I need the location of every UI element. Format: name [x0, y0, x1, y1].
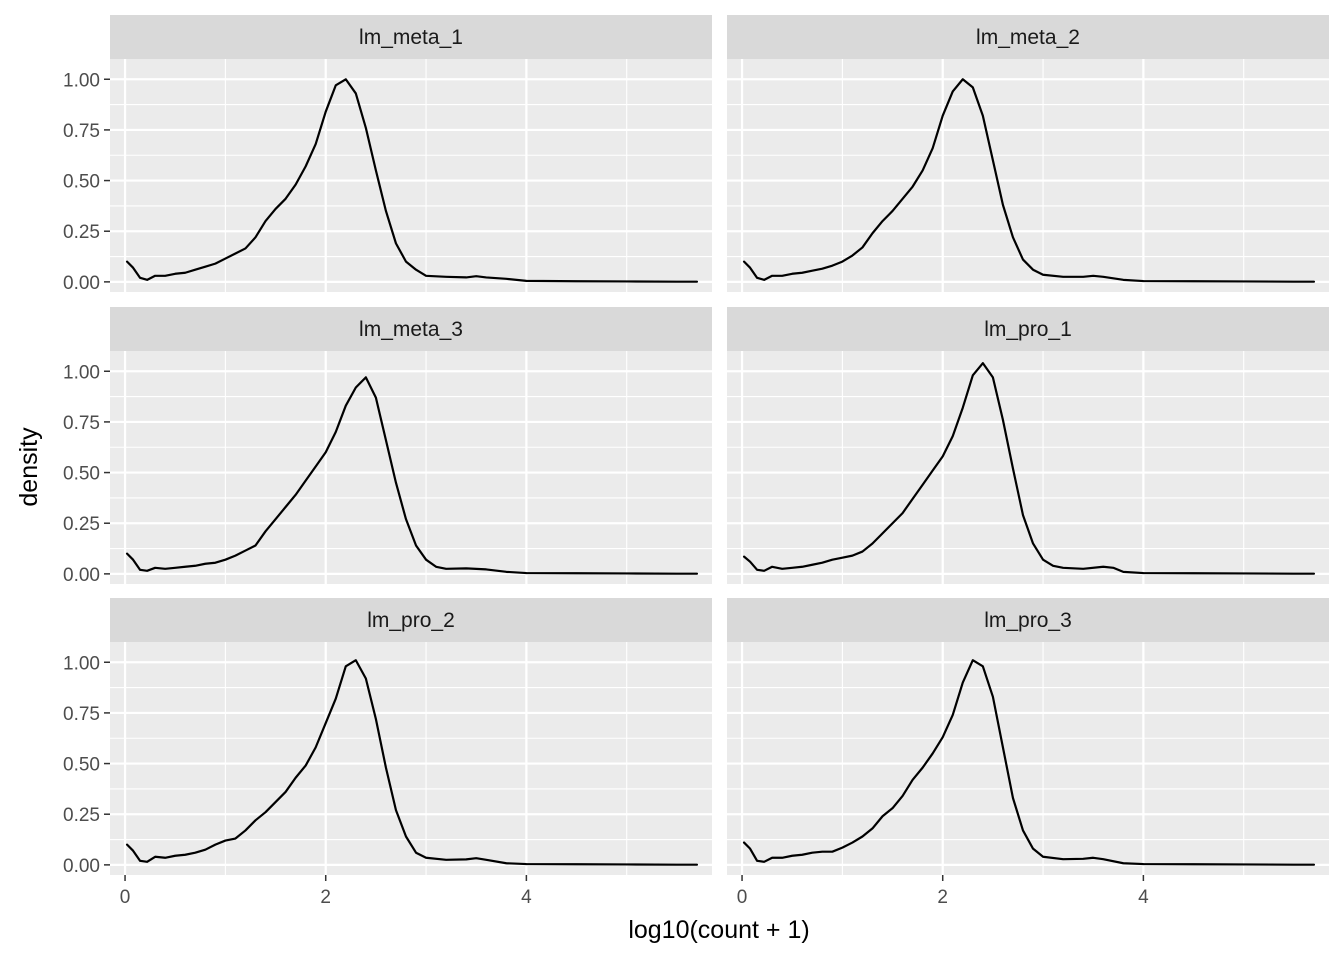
y-tick-label: 0.75 [63, 704, 100, 725]
x-tick-label: 4 [521, 887, 532, 908]
facet-panels: lm_meta_10.000.250.500.751.00lm_meta_2lm… [63, 15, 1329, 908]
y-tick-label: 0.50 [63, 172, 100, 193]
panel-background [110, 351, 712, 584]
facet-panel: lm_pro_2 0.00 0.25 0.50 0.75 1.00 0 2 4 [63, 598, 712, 908]
x-tick-label: 4 [1138, 887, 1149, 908]
density-line [125, 659, 699, 866]
y-tick-label: 0.00 [63, 273, 100, 294]
y-tick-label: 0.75 [63, 121, 100, 142]
facet-strip [110, 598, 712, 642]
facet-panel: lm_meta_3 0.00 0.25 0.50 0.75 1.00 [63, 307, 712, 586]
facet-panel: lm_meta_2 [727, 15, 1329, 292]
y-tick-label: 0.25 [63, 805, 100, 826]
y-tick-label: 1.00 [63, 70, 100, 91]
y-tick-label: 0.00 [63, 856, 100, 877]
y-tick-label: 0.25 [63, 514, 100, 535]
y-tick-label: 1.00 [63, 653, 100, 674]
density-line [742, 362, 1316, 575]
y-tick-label: 1.00 [63, 362, 100, 383]
y-tick-label: 0.50 [63, 755, 100, 776]
y-tick-label: 0.75 [63, 413, 100, 434]
panel-background [110, 642, 712, 875]
x-axis-title: log10(count + 1) [628, 916, 809, 944]
panel-background [727, 59, 1329, 292]
facet-strip-label: lm_pro_2 [367, 609, 455, 632]
facet-strip [727, 598, 1329, 642]
density-line [742, 78, 1316, 283]
x-tick-label: 2 [320, 887, 331, 908]
panel-background [727, 351, 1329, 584]
facet-panel: lm_meta_1 0.00 0.25 0.50 0.75 1.00 [63, 15, 712, 294]
facet-panel: lm_pro_1 [727, 307, 1329, 584]
density-line [125, 78, 699, 283]
facet-strip [110, 307, 712, 351]
x-tick-label: 0 [120, 887, 131, 908]
facet-strip-label: lm_meta_1 [359, 26, 463, 49]
facet-strip [110, 15, 712, 59]
y-tick-label: 0.00 [63, 565, 100, 586]
density-line [125, 376, 699, 575]
x-tick-label: 2 [937, 887, 948, 908]
facet-strip-label: lm_meta_2 [976, 26, 1080, 49]
panel-background [110, 59, 712, 292]
y-tick-label: 0.50 [63, 464, 100, 485]
panel-background [727, 642, 1329, 875]
facet-strip [727, 307, 1329, 351]
facet-panel: lm_pro_3 0 2 4 [727, 598, 1329, 908]
y-tick-label: 0.25 [63, 222, 100, 243]
facet-strip-label: lm_pro_3 [984, 609, 1072, 632]
density-line [742, 659, 1316, 866]
facet-strip-label: lm_pro_1 [984, 318, 1072, 341]
y-axis-title: density [15, 427, 43, 507]
facet-strip-label: lm_meta_3 [359, 318, 463, 341]
x-tick-label: 0 [737, 887, 748, 908]
facet-strip [727, 15, 1329, 59]
